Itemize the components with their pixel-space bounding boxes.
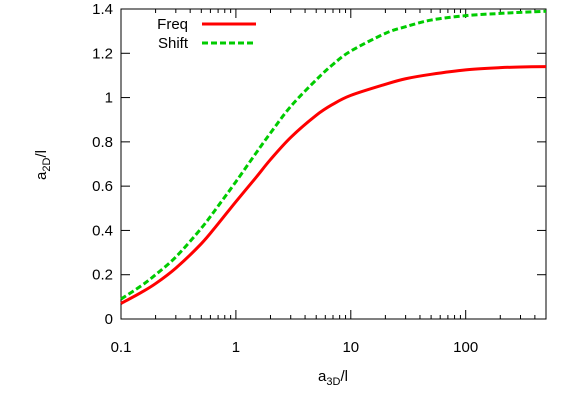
- y-axis-label: a2D/l: [33, 150, 53, 180]
- series-line-shift: [120, 9, 547, 301]
- y-axis-label-tail: /l: [33, 150, 50, 158]
- plot-frame: [120, 8, 547, 320]
- y-tick-label: 0: [105, 311, 113, 328]
- y-tick-label: 1.4: [92, 1, 113, 18]
- y-axis-label-sub: 2D: [41, 157, 53, 171]
- y-tick-label: 0.8: [92, 134, 113, 151]
- y-tick-label: 1: [105, 90, 113, 107]
- legend-label-shift: Shift: [158, 35, 189, 52]
- series-line-freq: [120, 65, 547, 305]
- x-axis-label-tail: /l: [340, 368, 348, 385]
- x-tick-label: 10: [342, 339, 359, 356]
- axis-ticks: [120, 8, 547, 320]
- legend-label-freq: Freq: [157, 16, 188, 33]
- x-axis-label-main: a: [318, 368, 327, 385]
- y-tick-label: 0.6: [92, 178, 113, 195]
- x-tick-label: 1: [232, 339, 240, 356]
- y-tick-label: 1.2: [92, 45, 113, 62]
- legend: Freq Shift: [157, 16, 256, 52]
- axis-tick-labels: 0 0.2 0.4 0.6 0.8 1 1.2 1.4 0.1 1 10 100: [92, 1, 478, 356]
- y-axis-label-main: a: [33, 171, 50, 180]
- x-axis-label-sub: 3D: [326, 376, 340, 388]
- y-tick-label: 0.4: [92, 222, 113, 239]
- x-tick-label: 0.1: [111, 339, 132, 356]
- y-tick-label: 0.2: [92, 267, 113, 284]
- x-axis-label: a3D/l: [318, 368, 348, 388]
- data-series: [120, 9, 547, 305]
- x-tick-label: 100: [453, 339, 478, 356]
